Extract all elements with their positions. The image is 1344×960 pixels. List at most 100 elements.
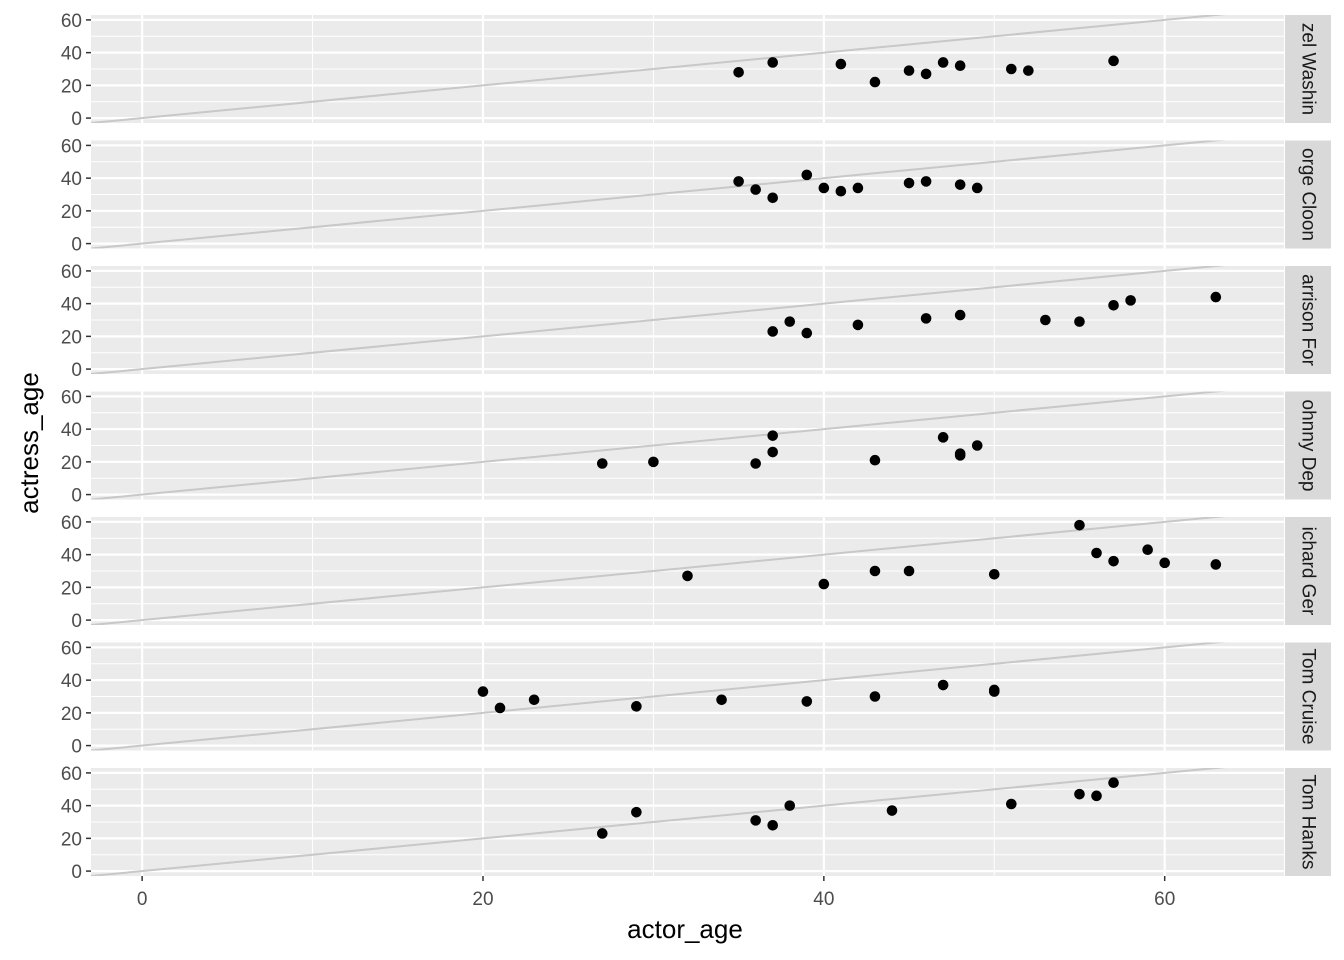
data-point bbox=[801, 327, 813, 339]
data-point bbox=[835, 185, 847, 197]
data-point bbox=[750, 815, 761, 826]
y-tick-label: 20 bbox=[61, 327, 82, 348]
facet-panels: 0 20 40 60 zel Washin 0 20 40 60 orge Cloon 0 20 40 6… bbox=[61, 11, 1331, 883]
y-tick-label: 40 bbox=[61, 671, 82, 692]
data-point bbox=[716, 694, 727, 706]
data-point bbox=[920, 176, 932, 187]
data-point bbox=[767, 430, 779, 441]
y-tick-label: 40 bbox=[61, 44, 82, 65]
data-point bbox=[767, 326, 779, 337]
data-point bbox=[886, 805, 898, 816]
data-point bbox=[903, 177, 915, 189]
points-group bbox=[733, 169, 983, 204]
data-point bbox=[954, 60, 966, 72]
data-point bbox=[852, 319, 864, 331]
data-point bbox=[988, 684, 1000, 696]
data-point bbox=[818, 182, 830, 194]
x-tick-label: 60 bbox=[1154, 889, 1175, 910]
y-tick-label: 60 bbox=[61, 764, 82, 785]
points-group bbox=[767, 291, 1222, 339]
data-point bbox=[869, 565, 881, 577]
data-point bbox=[1108, 555, 1119, 567]
y-tick-label: 0 bbox=[71, 235, 82, 256]
data-point bbox=[528, 694, 540, 706]
facet-strip-label: Tom Cruise bbox=[1298, 648, 1319, 744]
data-point bbox=[1006, 63, 1017, 75]
data-point bbox=[1108, 299, 1119, 311]
data-point bbox=[1023, 65, 1034, 76]
data-point bbox=[682, 570, 693, 582]
facet-panel-2: 0 20 40 60 orge Cloon bbox=[61, 136, 1331, 256]
data-point bbox=[1091, 790, 1102, 802]
y-tick-label: 20 bbox=[61, 704, 82, 725]
data-point bbox=[920, 68, 932, 80]
data-point bbox=[988, 568, 1000, 580]
facet-panel-7: 0 20 40 60 Tom Hanks bbox=[61, 764, 1331, 883]
data-point bbox=[1210, 291, 1222, 303]
facet-strip-label: orge Cloon bbox=[1298, 148, 1319, 241]
facet-strip-label: ohnny Dep bbox=[1298, 400, 1319, 492]
data-point bbox=[1074, 788, 1085, 800]
data-point bbox=[784, 800, 796, 811]
data-point bbox=[954, 179, 966, 190]
y-tick-label: 60 bbox=[61, 387, 82, 408]
data-point bbox=[767, 192, 779, 204]
facet-panel-5: 0 20 40 60 ichard Ger bbox=[61, 513, 1331, 632]
data-point bbox=[835, 58, 847, 70]
data-point bbox=[767, 819, 779, 831]
facet-panel-4: 0 20 40 60 ohnny Dep bbox=[61, 387, 1331, 507]
facet-strip bbox=[1285, 517, 1331, 625]
data-point bbox=[818, 578, 830, 590]
reference-line bbox=[91, 140, 1227, 249]
points-group bbox=[596, 430, 983, 469]
data-point bbox=[648, 456, 659, 468]
data-point bbox=[1108, 777, 1119, 789]
points-group bbox=[682, 519, 1222, 590]
y-tick-label: 60 bbox=[61, 513, 82, 534]
y-tick-label: 0 bbox=[71, 486, 82, 507]
data-point bbox=[1074, 519, 1085, 531]
y-tick-label: 0 bbox=[71, 611, 82, 632]
data-point bbox=[1108, 55, 1119, 67]
y-tick-label: 20 bbox=[61, 829, 82, 850]
facet-panel-6: 0 20 40 60 Tom Cruise bbox=[61, 638, 1331, 758]
x-axis-title: actor_age bbox=[627, 914, 743, 944]
data-point bbox=[852, 182, 864, 194]
data-point bbox=[869, 76, 881, 88]
facet-strip bbox=[1285, 266, 1331, 374]
data-point bbox=[767, 446, 779, 458]
points-group bbox=[733, 55, 1119, 88]
data-point bbox=[954, 448, 966, 459]
data-point bbox=[596, 458, 608, 469]
data-point bbox=[1040, 314, 1051, 326]
reference-line bbox=[91, 391, 1227, 500]
data-point bbox=[954, 309, 966, 321]
y-tick-label: 0 bbox=[71, 360, 82, 381]
y-tick-label: 60 bbox=[61, 262, 82, 283]
y-tick-label: 40 bbox=[61, 169, 82, 190]
data-point bbox=[494, 702, 506, 714]
data-point bbox=[937, 679, 949, 691]
x-tick-label: 0 bbox=[137, 889, 148, 910]
y-tick-label: 40 bbox=[61, 420, 82, 441]
data-point bbox=[750, 458, 761, 469]
data-point bbox=[1125, 295, 1136, 306]
data-point bbox=[1006, 798, 1017, 810]
y-tick-label: 40 bbox=[61, 295, 82, 316]
data-point bbox=[903, 565, 915, 577]
data-point bbox=[971, 440, 983, 451]
facet-strip-label: arrison For bbox=[1298, 274, 1319, 367]
y-tick-label: 20 bbox=[61, 202, 82, 223]
y-tick-label: 0 bbox=[71, 109, 82, 130]
data-point bbox=[1142, 544, 1153, 556]
data-point bbox=[971, 182, 983, 194]
data-point bbox=[631, 701, 642, 712]
points-group bbox=[596, 777, 1119, 839]
facet-strip-label: zel Washin bbox=[1298, 23, 1319, 115]
reference-line bbox=[91, 768, 1227, 876]
y-tick-label: 40 bbox=[61, 546, 82, 567]
data-point bbox=[1074, 316, 1085, 327]
y-tick-label: 60 bbox=[61, 638, 82, 659]
data-point bbox=[596, 828, 608, 839]
